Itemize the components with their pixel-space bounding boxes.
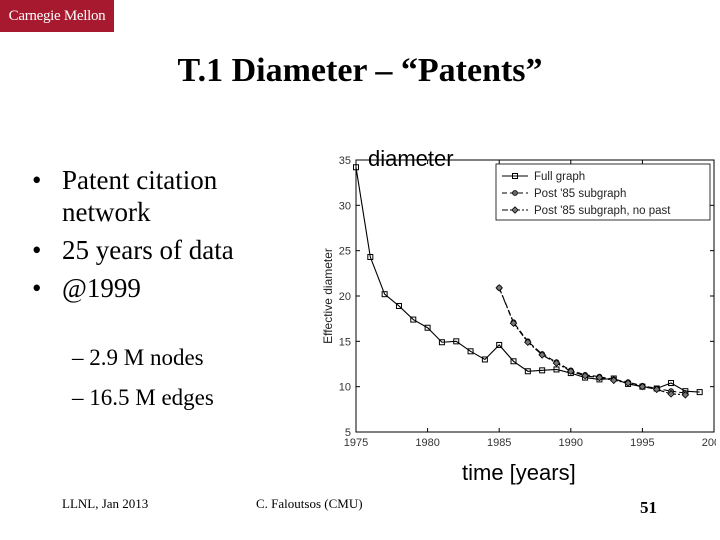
data-point bbox=[367, 254, 374, 261]
y-axis-label: Effective diameter bbox=[321, 248, 335, 344]
legend-marker bbox=[512, 190, 518, 196]
y-tick-label: 10 bbox=[339, 382, 351, 394]
data-point bbox=[538, 351, 546, 359]
bullet-text: @1999 bbox=[62, 273, 141, 303]
data-point bbox=[681, 391, 690, 399]
data-point bbox=[410, 316, 417, 323]
data-point bbox=[609, 376, 618, 385]
data-point bbox=[552, 359, 561, 367]
data-point bbox=[567, 367, 575, 376]
data-point bbox=[638, 382, 647, 391]
data-point bbox=[510, 358, 517, 365]
y-tick-label: 5 bbox=[345, 427, 351, 439]
data-point bbox=[595, 373, 604, 382]
bullet-item: • 25 years of data bbox=[28, 234, 308, 266]
bullet-marker: • bbox=[32, 273, 42, 303]
data-point bbox=[353, 164, 359, 171]
x-tick-label: 1995 bbox=[630, 437, 654, 449]
data-point bbox=[524, 338, 532, 347]
bullet-item: • @1999 bbox=[28, 272, 308, 304]
sub-bullet-item: – 16.5 M edges bbox=[72, 378, 214, 418]
legend-label: Post '85 subgraph bbox=[534, 188, 626, 200]
data-point bbox=[667, 390, 675, 398]
data-point bbox=[696, 389, 703, 396]
x-tick-label: 1980 bbox=[415, 437, 439, 449]
page-number: 51 bbox=[640, 498, 657, 517]
sub-bullet-marker: – bbox=[72, 345, 84, 370]
bullet-marker: • bbox=[32, 235, 42, 265]
bullet-list: • Patent citation network • 25 years of da… bbox=[28, 164, 308, 310]
footer-event: LLNL, Jan 2013 bbox=[62, 496, 149, 511]
sub-bullet-text: 2.9 M nodes bbox=[89, 345, 204, 370]
slide-title: T.1 Diameter – “Patents” bbox=[177, 52, 543, 89]
legend: Full graph Post '85 subgraph Post '85 subg… bbox=[495, 163, 711, 221]
y-tick-label: 25 bbox=[339, 246, 351, 258]
data-point bbox=[481, 356, 488, 363]
data-point bbox=[668, 380, 675, 387]
legend-label: Full graph bbox=[534, 171, 585, 183]
diameter-chart: 1975 1980 1985 1990 1995 2000 5 10 15 20 25 30 35 Eff… bbox=[321, 146, 716, 485]
data-point bbox=[424, 324, 431, 331]
legend-marker bbox=[512, 173, 518, 179]
legend-box bbox=[495, 163, 711, 221]
data-point bbox=[438, 339, 445, 346]
data-point bbox=[539, 367, 546, 374]
legend-marker bbox=[511, 206, 519, 214]
x-tick-label: 1985 bbox=[487, 437, 511, 449]
y-tick-label: 30 bbox=[339, 200, 351, 212]
annotation-time: time [years] bbox=[462, 460, 576, 485]
cmu-logo: Carnegie Mellon bbox=[0, 0, 114, 32]
data-point bbox=[509, 319, 518, 327]
footer-author: C. Faloutsos (CMU) bbox=[256, 496, 363, 511]
data-point bbox=[467, 348, 474, 355]
data-point bbox=[652, 385, 661, 394]
annotation-diameter: diameter bbox=[368, 146, 454, 171]
y-tick-label: 15 bbox=[339, 336, 351, 348]
data-point bbox=[395, 302, 402, 309]
sub-bullet-list: – 2.9 M nodes – 16.5 M edges bbox=[72, 338, 214, 418]
sub-bullet-item: – 2.9 M nodes bbox=[72, 338, 214, 378]
bullet-text: 25 years of data bbox=[62, 235, 234, 265]
y-tick-label: 35 bbox=[339, 155, 351, 167]
data-point bbox=[524, 368, 531, 375]
sub-bullet-text: 16.5 M edges bbox=[89, 385, 214, 410]
data-point bbox=[381, 291, 388, 298]
legend-label: Post '85 subgraph, no past bbox=[534, 205, 671, 217]
data-point bbox=[453, 338, 460, 345]
bullet-marker: • bbox=[32, 165, 42, 195]
x-tick-label: 2000 bbox=[702, 437, 716, 449]
data-point bbox=[581, 372, 589, 380]
series-line bbox=[498, 287, 686, 396]
bullet-text: Patent citation network bbox=[62, 165, 218, 227]
sub-bullet-marker: – bbox=[72, 385, 84, 410]
data-point bbox=[624, 379, 632, 387]
data-point bbox=[553, 366, 560, 373]
data-point bbox=[496, 341, 503, 348]
data-point bbox=[495, 284, 503, 292]
x-tick-label: 1975 bbox=[344, 437, 368, 449]
bullet-item: • Patent citation network bbox=[28, 164, 308, 228]
y-tick-label: 20 bbox=[339, 291, 351, 303]
x-tick-label: 1990 bbox=[559, 437, 583, 449]
